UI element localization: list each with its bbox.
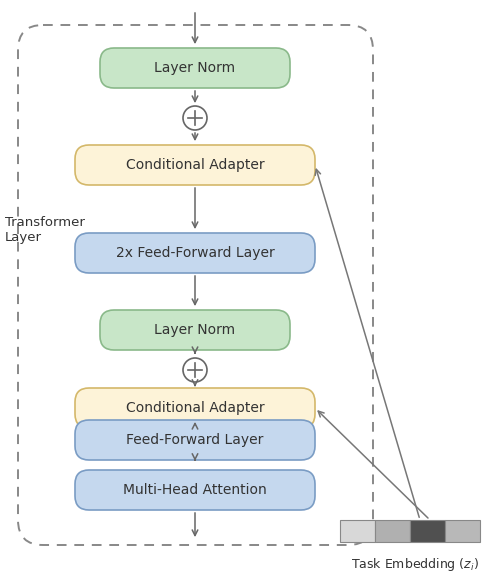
Text: Layer Norm: Layer Norm <box>155 61 236 75</box>
Text: Feed-Forward Layer: Feed-Forward Layer <box>126 433 264 447</box>
FancyBboxPatch shape <box>100 310 290 350</box>
Text: Layer Norm: Layer Norm <box>155 323 236 337</box>
FancyBboxPatch shape <box>100 48 290 88</box>
FancyBboxPatch shape <box>75 233 315 273</box>
Bar <box>340 520 375 542</box>
Text: Task Embedding $(z_i)$: Task Embedding $(z_i)$ <box>351 556 479 573</box>
Bar <box>410 520 445 542</box>
FancyBboxPatch shape <box>75 420 315 460</box>
Text: Multi-Head Attention: Multi-Head Attention <box>123 483 267 497</box>
FancyBboxPatch shape <box>75 470 315 510</box>
Bar <box>375 520 410 542</box>
Text: Conditional Adapter: Conditional Adapter <box>126 158 264 172</box>
Circle shape <box>183 106 207 130</box>
Text: Transformer
Layer: Transformer Layer <box>5 216 85 244</box>
Text: 2x Feed-Forward Layer: 2x Feed-Forward Layer <box>116 246 275 260</box>
Bar <box>445 520 480 542</box>
FancyBboxPatch shape <box>75 145 315 185</box>
Circle shape <box>183 358 207 382</box>
Text: Conditional Adapter: Conditional Adapter <box>126 401 264 415</box>
FancyBboxPatch shape <box>75 388 315 428</box>
